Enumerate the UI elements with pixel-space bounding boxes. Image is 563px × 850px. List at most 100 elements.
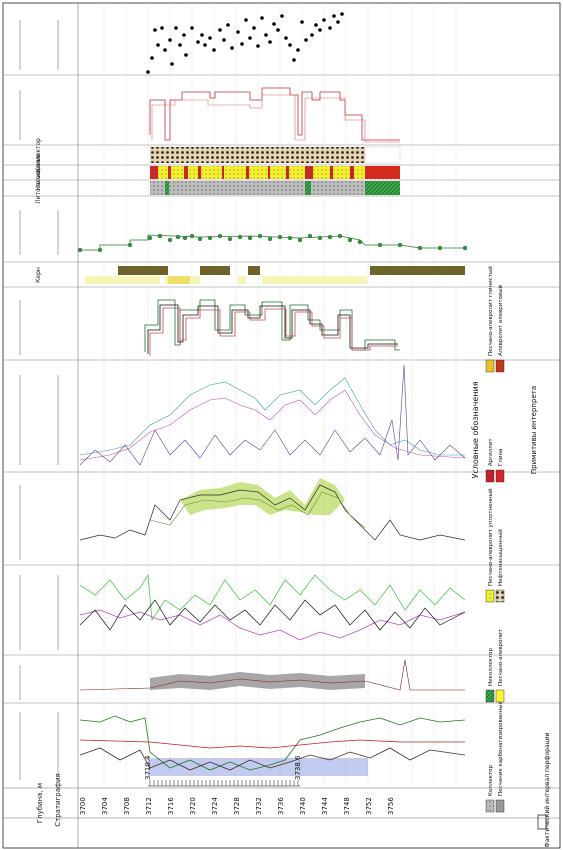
scatter-point <box>222 38 226 42</box>
scatter-point <box>276 28 280 32</box>
scatter-point <box>184 53 188 57</box>
legend-label: Песчано-алевролит <box>498 628 504 686</box>
porosity-point <box>207 235 213 241</box>
porosity-point <box>227 236 233 242</box>
scatter-point <box>244 18 248 22</box>
depth-label: 3724 <box>211 797 219 815</box>
legend-swatch <box>485 689 495 703</box>
scatter-point <box>296 48 300 52</box>
porosity-point <box>97 247 103 253</box>
density-neutron-track <box>79 573 466 641</box>
header-core: Керн <box>35 267 42 283</box>
depth-label: 3740 <box>299 797 307 815</box>
depth-label: 3708 <box>123 797 131 815</box>
red-step-curve-2 <box>151 94 400 143</box>
depth-label: 3712 <box>145 797 153 815</box>
porosity-point <box>287 235 293 241</box>
scatter-point <box>332 14 336 18</box>
gr-sp-track <box>79 715 466 776</box>
scatter-track <box>146 12 344 74</box>
legend-swatch <box>495 799 505 813</box>
depth-grid <box>103 3 457 788</box>
scatter-point <box>248 36 252 40</box>
header-saturation: Насыщение <box>35 153 42 190</box>
legend-swatch <box>495 469 505 483</box>
scatter-point <box>170 62 174 66</box>
depth-axis: 3700 3704 3708 3712 3716 3720 3724 3728 3732 3736… <box>79 797 395 815</box>
legend-label: Нефтенасыщенный <box>497 529 504 586</box>
scatter-point <box>153 28 157 32</box>
scatter-point <box>272 22 276 26</box>
porosity-point <box>157 233 163 239</box>
track-separators <box>3 74 560 704</box>
scatter-point <box>300 20 304 24</box>
legend-swatch <box>495 589 505 603</box>
scatter-point <box>236 30 240 34</box>
legend-swatch <box>485 469 495 483</box>
legend-label: Неколлектор <box>488 647 494 686</box>
track-titles: Глубина, м Стратиграфия Насыщение Литоло… <box>35 138 62 827</box>
legend-swatch <box>485 799 495 813</box>
porosity-point <box>462 245 468 251</box>
legend-label: Песчаник карбонатизированный <box>497 700 504 796</box>
scatter-point <box>256 44 260 48</box>
legend-perf-title: Примитивы интерпрета <box>530 386 538 474</box>
depth-label: 3732 <box>255 797 263 815</box>
scatter-point <box>322 18 326 22</box>
header-lithology: Литология <box>35 170 42 204</box>
depth-label: 3704 <box>101 797 109 815</box>
legend-swatch <box>485 359 495 373</box>
depth-label: 3752 <box>365 797 373 815</box>
legend-label: Глина <box>498 449 504 466</box>
porosity-point <box>317 235 323 241</box>
depth-label: 3728 <box>233 797 241 815</box>
porosity-point <box>247 235 253 241</box>
scatter-point <box>168 38 172 42</box>
porosity-point <box>357 239 363 245</box>
scatter-point <box>268 40 272 44</box>
lithology-track <box>150 166 400 179</box>
legend-perf-label: Фактический интервал перфорации <box>544 732 551 847</box>
scatter-point <box>178 43 182 47</box>
porosity-point <box>347 237 353 243</box>
legend-label: Песчано-алевролит глинистый <box>487 266 494 356</box>
depth-label: 3736 <box>277 797 285 815</box>
porosity-point <box>337 233 343 239</box>
mgz-track <box>79 659 465 691</box>
scatter-point <box>196 40 200 44</box>
legend-label: Алевролит алевритовый <box>497 284 504 356</box>
scatter-point <box>318 28 322 32</box>
scatter-point <box>264 33 268 37</box>
scatter-point <box>226 23 230 27</box>
legend-label: Аргиллит <box>488 438 494 466</box>
depth-label: 3744 <box>321 797 329 815</box>
scatter-point <box>200 33 204 37</box>
porosity-point <box>307 233 313 239</box>
core-track <box>85 266 465 284</box>
scatter-point <box>163 48 167 52</box>
resistivity-track <box>79 478 466 541</box>
porosity-point <box>127 242 133 248</box>
scatter-point <box>190 26 194 30</box>
scatter-point <box>174 26 178 30</box>
porosity-point <box>217 233 223 239</box>
porosity-point <box>147 235 153 241</box>
porosity-point <box>197 236 203 242</box>
legend-label: Коллектор <box>488 764 494 796</box>
porosity-point <box>257 233 263 239</box>
permeability-track <box>144 299 400 356</box>
scatter-point <box>230 46 234 50</box>
depth-label: 3748 <box>343 797 351 815</box>
scatter-point <box>182 33 186 37</box>
porosity-point <box>167 237 173 243</box>
scatter-point <box>212 48 216 52</box>
header-collector: Коллектор <box>35 138 42 172</box>
scatter-point <box>146 70 150 74</box>
scatter-point <box>336 20 340 24</box>
scatter-point <box>208 36 212 40</box>
scatter-point <box>150 56 154 60</box>
collector-track <box>150 181 400 195</box>
porosity-point <box>237 234 243 240</box>
porosity-point <box>189 233 195 239</box>
